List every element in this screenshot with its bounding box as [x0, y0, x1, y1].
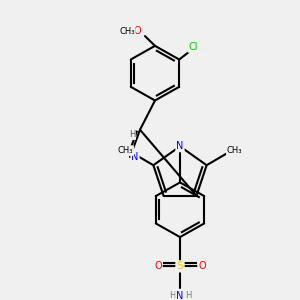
Text: N: N	[176, 141, 184, 151]
Text: CH₃: CH₃	[119, 27, 135, 36]
Text: O: O	[198, 261, 206, 271]
Text: Cl: Cl	[188, 42, 198, 52]
Text: H: H	[169, 291, 175, 300]
Text: O: O	[154, 261, 162, 271]
Text: N: N	[131, 152, 139, 162]
Text: H: H	[129, 130, 135, 139]
Text: O: O	[133, 26, 141, 36]
Text: N: N	[176, 291, 184, 300]
Text: CH₃: CH₃	[227, 146, 242, 155]
Text: CH₃: CH₃	[118, 146, 133, 155]
Text: S: S	[176, 261, 184, 271]
Text: H: H	[185, 291, 191, 300]
